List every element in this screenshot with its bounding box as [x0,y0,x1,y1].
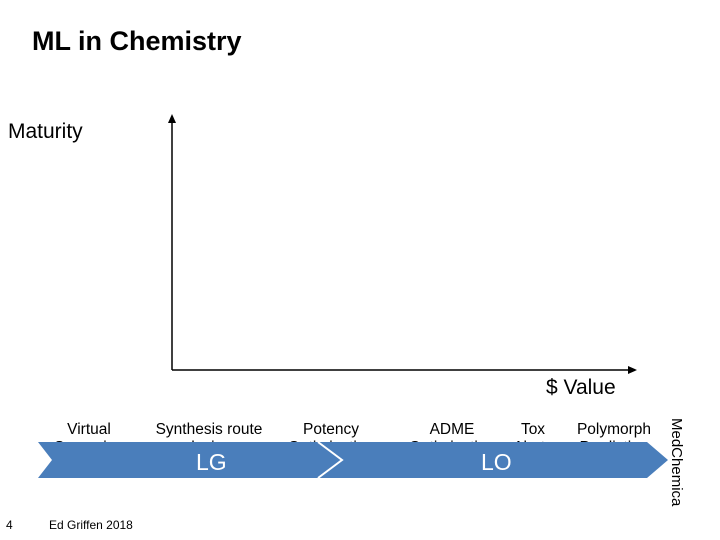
phase-label-lg: LG [196,449,227,475]
x-axis-label: $ Value [546,376,616,399]
phase-banner-lo [318,442,668,478]
category-line: ADME [429,421,475,438]
phase-label-lo: LO [481,449,512,475]
category-line: Tox [520,421,546,438]
y-axis-label: Maturity [8,120,83,143]
category-line: Polymorph [576,421,652,438]
phase-banner-lg [38,442,342,478]
brand-logo-text: MedChemica [668,418,685,507]
x-axis-arrowhead [628,366,637,374]
footer-author: Ed Griffen 2018 [49,518,133,532]
phase-separator [317,441,344,479]
category-line: Potency [302,421,359,438]
slide-title: ML in Chemistry [32,26,242,56]
category-line: Synthesis route [155,421,263,438]
category-line: Virtual [67,421,111,438]
y-axis-arrowhead [168,114,176,123]
page-number: 4 [6,518,13,532]
